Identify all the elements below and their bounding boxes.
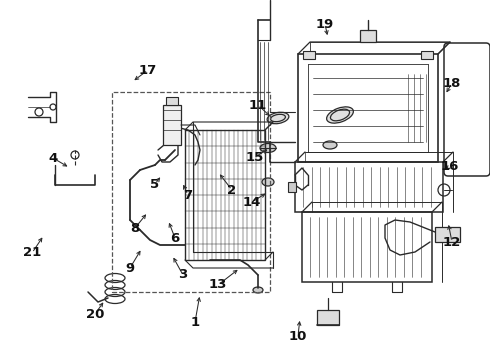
Bar (295, 162, 443, 212)
Ellipse shape (327, 107, 353, 123)
Text: 13: 13 (209, 279, 227, 292)
Text: 20: 20 (86, 307, 104, 320)
Text: 7: 7 (183, 189, 193, 202)
Text: 18: 18 (443, 77, 461, 90)
Bar (302, 212, 432, 282)
Text: 12: 12 (443, 235, 461, 248)
Text: 19: 19 (316, 18, 334, 31)
Bar (163, 105, 181, 145)
Text: 14: 14 (243, 195, 261, 208)
Text: 2: 2 (227, 184, 237, 197)
Text: 6: 6 (171, 231, 180, 244)
Ellipse shape (253, 287, 263, 293)
Text: 10: 10 (289, 329, 307, 342)
Text: 1: 1 (191, 315, 199, 328)
Text: 4: 4 (49, 152, 58, 165)
Text: 16: 16 (441, 159, 459, 172)
Bar (360, 30, 376, 42)
Bar (317, 310, 339, 325)
Bar (421, 51, 433, 59)
Bar (288, 182, 296, 192)
Bar (112, 92, 270, 292)
Ellipse shape (267, 112, 289, 124)
Text: 21: 21 (23, 247, 41, 260)
Bar (303, 51, 315, 59)
Text: 15: 15 (246, 150, 264, 163)
Bar (435, 227, 460, 242)
Ellipse shape (260, 144, 276, 153)
Bar (166, 97, 178, 105)
Text: 17: 17 (139, 63, 157, 77)
Ellipse shape (262, 178, 274, 186)
Text: 5: 5 (150, 177, 160, 190)
Bar (298, 54, 438, 162)
Bar (185, 130, 265, 260)
Text: 3: 3 (178, 269, 188, 282)
Ellipse shape (323, 141, 337, 149)
Text: 11: 11 (249, 99, 267, 112)
Text: 9: 9 (125, 261, 135, 275)
Text: 8: 8 (130, 221, 140, 234)
